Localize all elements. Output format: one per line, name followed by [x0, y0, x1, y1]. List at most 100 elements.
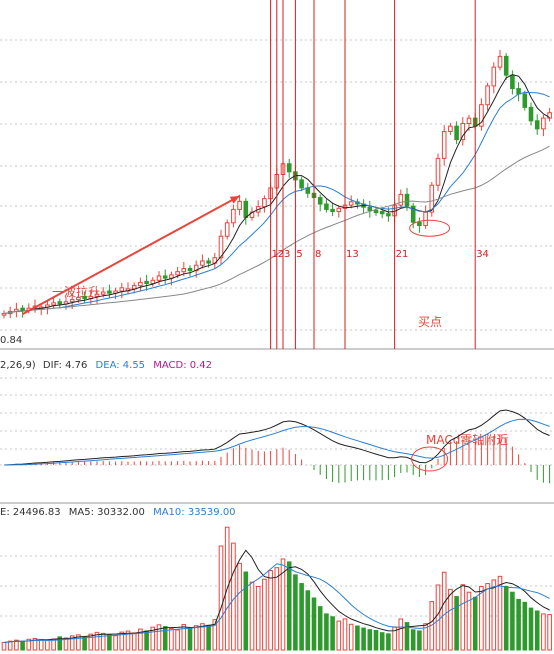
volume-bar-up	[348, 623, 354, 651]
rise-arrow-line	[22, 195, 241, 315]
day-mark-label: 5	[296, 249, 302, 260]
candle-up	[94, 293, 100, 297]
candle-up	[69, 299, 75, 303]
volume-bar-down	[534, 610, 540, 651]
candle-down	[82, 295, 87, 300]
volume-bar-down	[162, 626, 168, 651]
buy-point-annotation: 买点	[418, 315, 442, 329]
candle-down	[317, 197, 323, 205]
volume-bar-down	[243, 571, 249, 651]
macd-header-prefix: 2,26,9)	[0, 360, 36, 371]
volume-ma10-line	[3, 563, 550, 643]
candle-down	[386, 213, 391, 217]
candle-up	[448, 125, 453, 133]
candle-down	[107, 290, 112, 294]
volume-bar-down	[379, 632, 385, 651]
candle-up	[398, 193, 404, 206]
candle-up	[491, 66, 497, 87]
day-mark-label: 13	[346, 249, 359, 260]
rise-arrow-head	[229, 195, 240, 204]
dif-line	[3, 409, 550, 466]
candle-down	[454, 125, 459, 141]
candle-down	[206, 260, 211, 264]
candle-up	[224, 222, 230, 237]
volume-bar-down	[503, 585, 509, 651]
ma5-label: MA5:	[69, 507, 97, 518]
candle-up	[479, 104, 484, 127]
day-mark-label: 34	[476, 249, 489, 260]
candle-up	[466, 117, 472, 124]
day-mark-label: 8	[315, 249, 321, 260]
volume-bar-up	[237, 562, 242, 651]
volume-bar-up	[175, 629, 180, 651]
candle-up	[100, 291, 106, 295]
volume-bar-down	[187, 627, 193, 651]
candle-down	[299, 179, 304, 189]
candle-down	[243, 200, 249, 218]
volume-bar-up	[423, 623, 428, 651]
volume-bar-up	[38, 639, 44, 651]
dea-line	[3, 418, 550, 466]
volume-bar-up	[460, 584, 466, 651]
volume-bar-up	[398, 618, 404, 651]
volume-bar-up	[32, 637, 38, 651]
macd-label: MACD:	[153, 360, 190, 371]
volume-bar-up	[181, 624, 187, 651]
candle-up	[435, 157, 441, 186]
candle-up	[485, 85, 490, 106]
candle-down	[57, 301, 63, 305]
candle-up	[497, 55, 503, 68]
candle-up	[119, 287, 125, 292]
rise-annotation: 一波拉升	[52, 284, 100, 299]
volume-bar-up	[26, 638, 32, 651]
candle-up	[262, 198, 267, 208]
volume-bar-up	[125, 630, 131, 651]
candle-down	[373, 209, 379, 214]
volume-bar-up	[435, 584, 441, 651]
volume-bar-up	[497, 575, 503, 651]
volume-bar-up	[342, 618, 348, 651]
volume-bar-up	[113, 635, 118, 651]
volume-bar-down	[330, 616, 335, 651]
volume-bar-down	[361, 627, 366, 651]
volume-bar-down	[516, 598, 521, 651]
volume-bar-down	[373, 630, 379, 651]
volume-bar-up	[541, 613, 546, 651]
volume-bar-up	[479, 585, 484, 651]
volume-bar-up	[169, 628, 174, 651]
candle-down	[20, 307, 25, 311]
candle-up	[175, 271, 180, 276]
volume-bar-down	[286, 561, 292, 651]
candle-down	[534, 120, 540, 130]
volume-bar-up	[45, 639, 50, 651]
candle-down	[379, 211, 385, 215]
volume-bar-up	[138, 628, 143, 651]
volume-bar-up	[491, 579, 497, 651]
candle-down	[367, 206, 373, 211]
volume-bar-down	[522, 601, 528, 651]
candle-down	[286, 163, 292, 173]
candle-up	[150, 279, 156, 284]
candle-down	[410, 205, 416, 223]
dea-label: DEA:	[96, 360, 123, 371]
volume-bar-down	[57, 636, 63, 651]
candle-up	[237, 200, 242, 210]
candle-down	[510, 74, 515, 90]
macd-header: 2,26,9) DIF: 4.76 DEA: 4.55 MACD: 0.42	[0, 360, 212, 371]
macd-zero-annotation: MACd零轴附近	[426, 432, 508, 447]
macd-value: 0.42	[190, 360, 212, 371]
volume-bar-up	[193, 625, 199, 651]
candle-down	[522, 93, 528, 108]
ma5-value: 30332.00	[97, 507, 145, 518]
volume-bar-down	[404, 622, 410, 651]
volume-bar-up	[448, 588, 453, 651]
candle-up	[441, 131, 447, 159]
candle-down	[528, 106, 534, 122]
candle-up	[181, 267, 187, 273]
volume-bar-up	[200, 623, 205, 651]
candle-up	[76, 296, 81, 301]
dif-value: 4.76	[65, 360, 87, 371]
day-mark-label: 1	[272, 249, 278, 260]
volume-bar-down	[293, 574, 298, 651]
